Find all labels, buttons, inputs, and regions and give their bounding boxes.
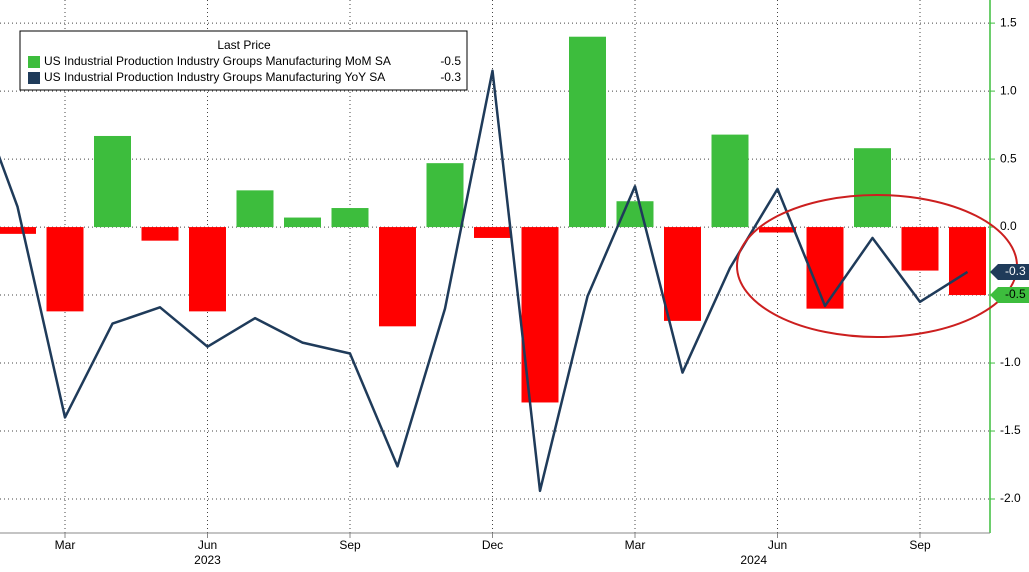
y-tick-label: -1.0	[1000, 355, 1021, 369]
legend-value: -0.3	[440, 70, 461, 84]
last-value-tag	[990, 287, 1029, 304]
y-tick-label: -2.0	[1000, 491, 1021, 505]
x-tick-label: Sep	[339, 538, 361, 552]
bar	[0, 227, 36, 234]
x-tick-label: Mar	[625, 538, 646, 552]
x-tick-label: Sep	[909, 538, 931, 552]
legend-label: US Industrial Production Industry Groups…	[44, 70, 385, 84]
year-label: 2024	[740, 553, 767, 567]
bar	[141, 227, 179, 241]
x-tick-label: Dec	[482, 538, 503, 552]
bar	[46, 227, 84, 312]
y-tick-label: 0.0	[1000, 219, 1017, 233]
y-tick-label: -1.5	[1000, 423, 1021, 437]
legend-swatch	[28, 72, 40, 84]
bar	[806, 227, 844, 309]
bar	[474, 227, 511, 238]
line	[0, 69, 969, 493]
bar	[236, 190, 274, 228]
last-value-tag	[990, 263, 1029, 280]
bar	[949, 227, 986, 296]
bar	[426, 163, 464, 228]
x-tick-label: Jun	[198, 538, 217, 552]
legend-value: -0.5	[440, 54, 461, 68]
legend: Last Price US Industrial Production Indu…	[19, 30, 468, 91]
legend-box	[19, 30, 468, 91]
bar	[284, 217, 321, 228]
bar	[711, 134, 749, 228]
bar	[331, 208, 369, 228]
bar	[664, 227, 701, 321]
bar	[379, 227, 416, 327]
last-value-label: -0.5	[1005, 287, 1026, 301]
legend-swatch	[28, 56, 40, 68]
bar	[854, 148, 891, 228]
bar	[569, 36, 606, 228]
bar	[94, 135, 131, 228]
y-tick-label: 0.5	[1000, 151, 1017, 165]
x-tick-label: Mar	[55, 538, 76, 552]
year-label: 2023	[194, 553, 221, 567]
y-tick-label: 1.0	[1000, 83, 1017, 97]
bar	[901, 227, 939, 271]
y-tick-label: 1.5	[1000, 15, 1017, 29]
legend-title: Last Price	[217, 38, 271, 52]
legend-label: US Industrial Production Industry Groups…	[44, 54, 391, 68]
bar	[189, 227, 226, 312]
last-value-label: -0.3	[1005, 264, 1026, 278]
bar	[759, 227, 796, 233]
x-tick-label: Jun	[768, 538, 787, 552]
